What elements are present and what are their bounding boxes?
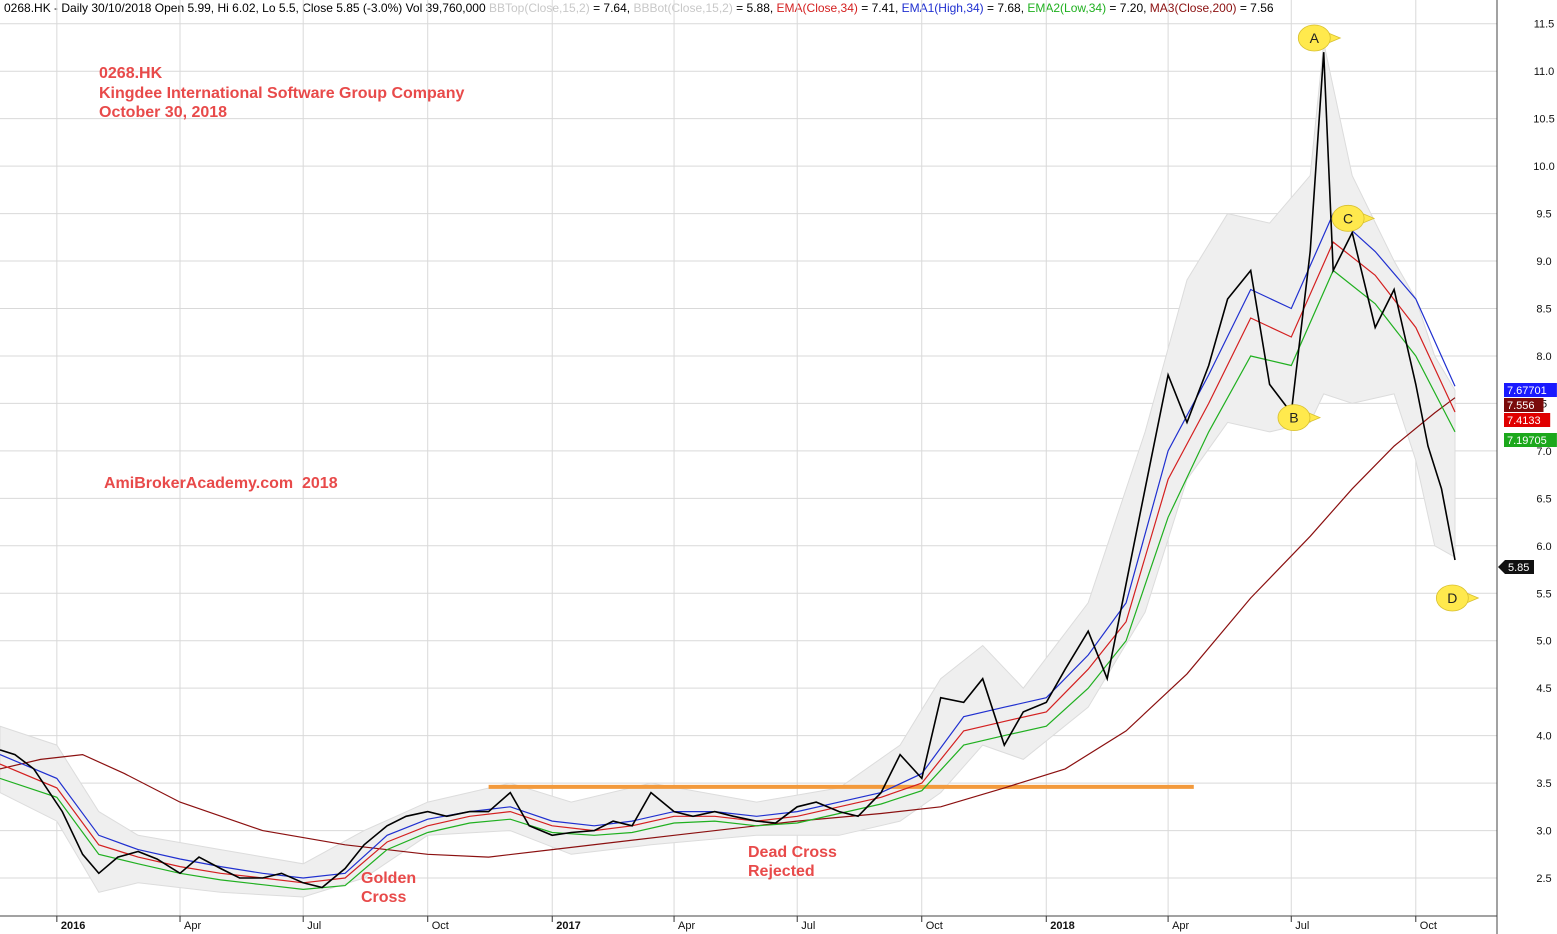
y-tick-label: 3.5: [1536, 778, 1551, 790]
callout-label: C: [1343, 210, 1353, 226]
x-tick-label: 2017: [556, 920, 580, 932]
y-tick-label: 8.5: [1536, 303, 1551, 315]
indicator-ema-low: EMA2(Low,34) = 7.20,: [1027, 1, 1146, 15]
callout-label: A: [1310, 30, 1320, 46]
value-tags: 7.67701 7.556 7.4133 7.19705 5.85: [1498, 383, 1557, 574]
value-tag-box: [1504, 413, 1551, 427]
y-tick-label: 10.0: [1533, 161, 1554, 173]
y-tick-label: 6.0: [1536, 541, 1551, 553]
y-tick-label: 2.5: [1536, 873, 1551, 885]
callout-d: D: [1435, 584, 1480, 612]
indicator-ma200-value: = 7.56: [1239, 1, 1274, 15]
bollinger-area: [0, 42, 1456, 898]
callout-bubble: [1331, 204, 1365, 232]
y-tick-label: 9.5: [1536, 209, 1551, 221]
y-tick-label: 5.0: [1536, 636, 1551, 648]
x-tick-label: 2018: [1050, 920, 1074, 932]
indicator-bbbot: BBBot(Close,15,2) = 5.88,: [633, 1, 773, 15]
indicator-ema-high-value: = 7.68,: [987, 1, 1025, 15]
chart-header: 0268.HK - Daily 30/10/2018 Open 5.99, Hi…: [4, 1, 1274, 15]
indicator-ema-close-value: = 7.41,: [861, 1, 899, 15]
symbol-info: 0268.HK - Daily 30/10/2018 Open 5.99, Hi…: [4, 1, 486, 15]
title-company: Kingdee International Software Group Com…: [99, 84, 465, 102]
callout-c: C: [1331, 204, 1376, 232]
x-tick-label: Jul: [801, 920, 815, 932]
moving-averages: [0, 212, 1456, 891]
value-tag-text: 7.4133: [1507, 415, 1541, 427]
value-tag-text: 7.19705: [1507, 435, 1547, 447]
callout-bubble: [1297, 24, 1331, 52]
callouts: A B C D: [1277, 24, 1480, 612]
dead-cross-line-1: Dead Cross: [748, 844, 837, 861]
golden-cross-line-2: Cross: [361, 889, 407, 906]
value-tag: 7.556: [1504, 398, 1544, 412]
indicator-ma200: MA3(Close,200) = 7.56: [1150, 1, 1274, 15]
value-tag-box: [1504, 433, 1557, 447]
x-tick-label: Oct: [1420, 920, 1437, 932]
x-tick-label: Jul: [307, 920, 321, 932]
y-tick-label: 7.0: [1536, 446, 1551, 458]
value-tag-text: 7.67701: [1507, 385, 1547, 397]
dead-cross-note: Dead Cross Rejected: [748, 843, 837, 881]
indicator-bbbot-label: BBBot(Close,15,2): [633, 1, 733, 15]
x-tick-label: Apr: [678, 920, 695, 932]
y-tick-label: 3.0: [1536, 826, 1551, 838]
y-tick-label: 4.0: [1536, 731, 1551, 743]
close-price-line: [0, 52, 1456, 889]
y-tick-label: 11.0: [1534, 66, 1555, 78]
bollinger-band: [0, 42, 1456, 898]
x-tick-label: Oct: [926, 920, 943, 932]
value-tag-box: [1498, 560, 1534, 574]
indicator-bbtop-label: BBTop(Close,15,2): [489, 1, 590, 15]
x-tick-label: Jul: [1295, 920, 1309, 932]
indicator-ema-low-label: EMA2(Low,34): [1027, 1, 1107, 15]
indicator-bbtop: BBTop(Close,15,2) = 7.64,: [489, 1, 630, 15]
ema-high-line: [0, 212, 1456, 879]
y-tick-label: 5.5: [1536, 588, 1551, 600]
y-tick-label: 4.5: [1536, 683, 1551, 695]
y-tick-label: 10.5: [1533, 114, 1554, 126]
y-tick-label: 11.5: [1534, 19, 1555, 31]
indicator-bbtop-value: = 7.64,: [593, 1, 631, 15]
callout-b: B: [1277, 404, 1322, 432]
y-tick-label: 8.0: [1536, 351, 1551, 363]
x-tick-label: Oct: [432, 920, 449, 932]
value-tag-text: 7.556: [1507, 400, 1535, 412]
indicator-bbbot-value: = 5.88,: [736, 1, 774, 15]
callout-bubble: [1435, 584, 1469, 612]
y-tick-label: 9.0: [1536, 256, 1551, 268]
y-tick-label: 6.5: [1536, 493, 1551, 505]
callout-label: D: [1447, 590, 1457, 606]
dead-cross-line-2: Rejected: [748, 863, 815, 880]
x-tick-label: Apr: [184, 920, 201, 932]
golden-cross-line-1: Golden: [361, 870, 417, 887]
y-tick-label: 5: [1541, 398, 1547, 410]
callout-a: A: [1297, 24, 1342, 52]
ema-low-line: [0, 269, 1456, 891]
ma200-line: [0, 397, 1456, 858]
grid: [0, 0, 1497, 916]
value-tag: 7.67701: [1504, 383, 1557, 397]
indicator-ema-low-value: = 7.20,: [1109, 1, 1147, 15]
indicator-ma200-label: MA3(Close,200): [1149, 1, 1237, 15]
value-tag-box: [1504, 383, 1557, 397]
callout-label: B: [1289, 410, 1298, 426]
chart-title-block: 0268.HK Kingdee International Software G…: [99, 64, 464, 123]
value-tag: 7.4133: [1504, 413, 1551, 427]
value-tag-box: [1504, 398, 1544, 412]
watermark: AmiBrokerAcademy.com 2018: [104, 475, 338, 492]
x-tick-label: Apr: [1172, 920, 1189, 932]
title-symbol: 0268.HK: [99, 65, 163, 82]
golden-cross-note: Golden Cross: [361, 869, 416, 907]
callout-bubble: [1277, 404, 1311, 432]
x-tick-label: 2016: [61, 920, 85, 932]
title-date: October 30, 2018: [99, 104, 228, 121]
price-series: [0, 52, 1456, 889]
value-tag: 7.19705: [1504, 433, 1557, 447]
value-tag: 5.85: [1498, 560, 1534, 574]
value-tag-text: 5.85: [1508, 562, 1529, 574]
